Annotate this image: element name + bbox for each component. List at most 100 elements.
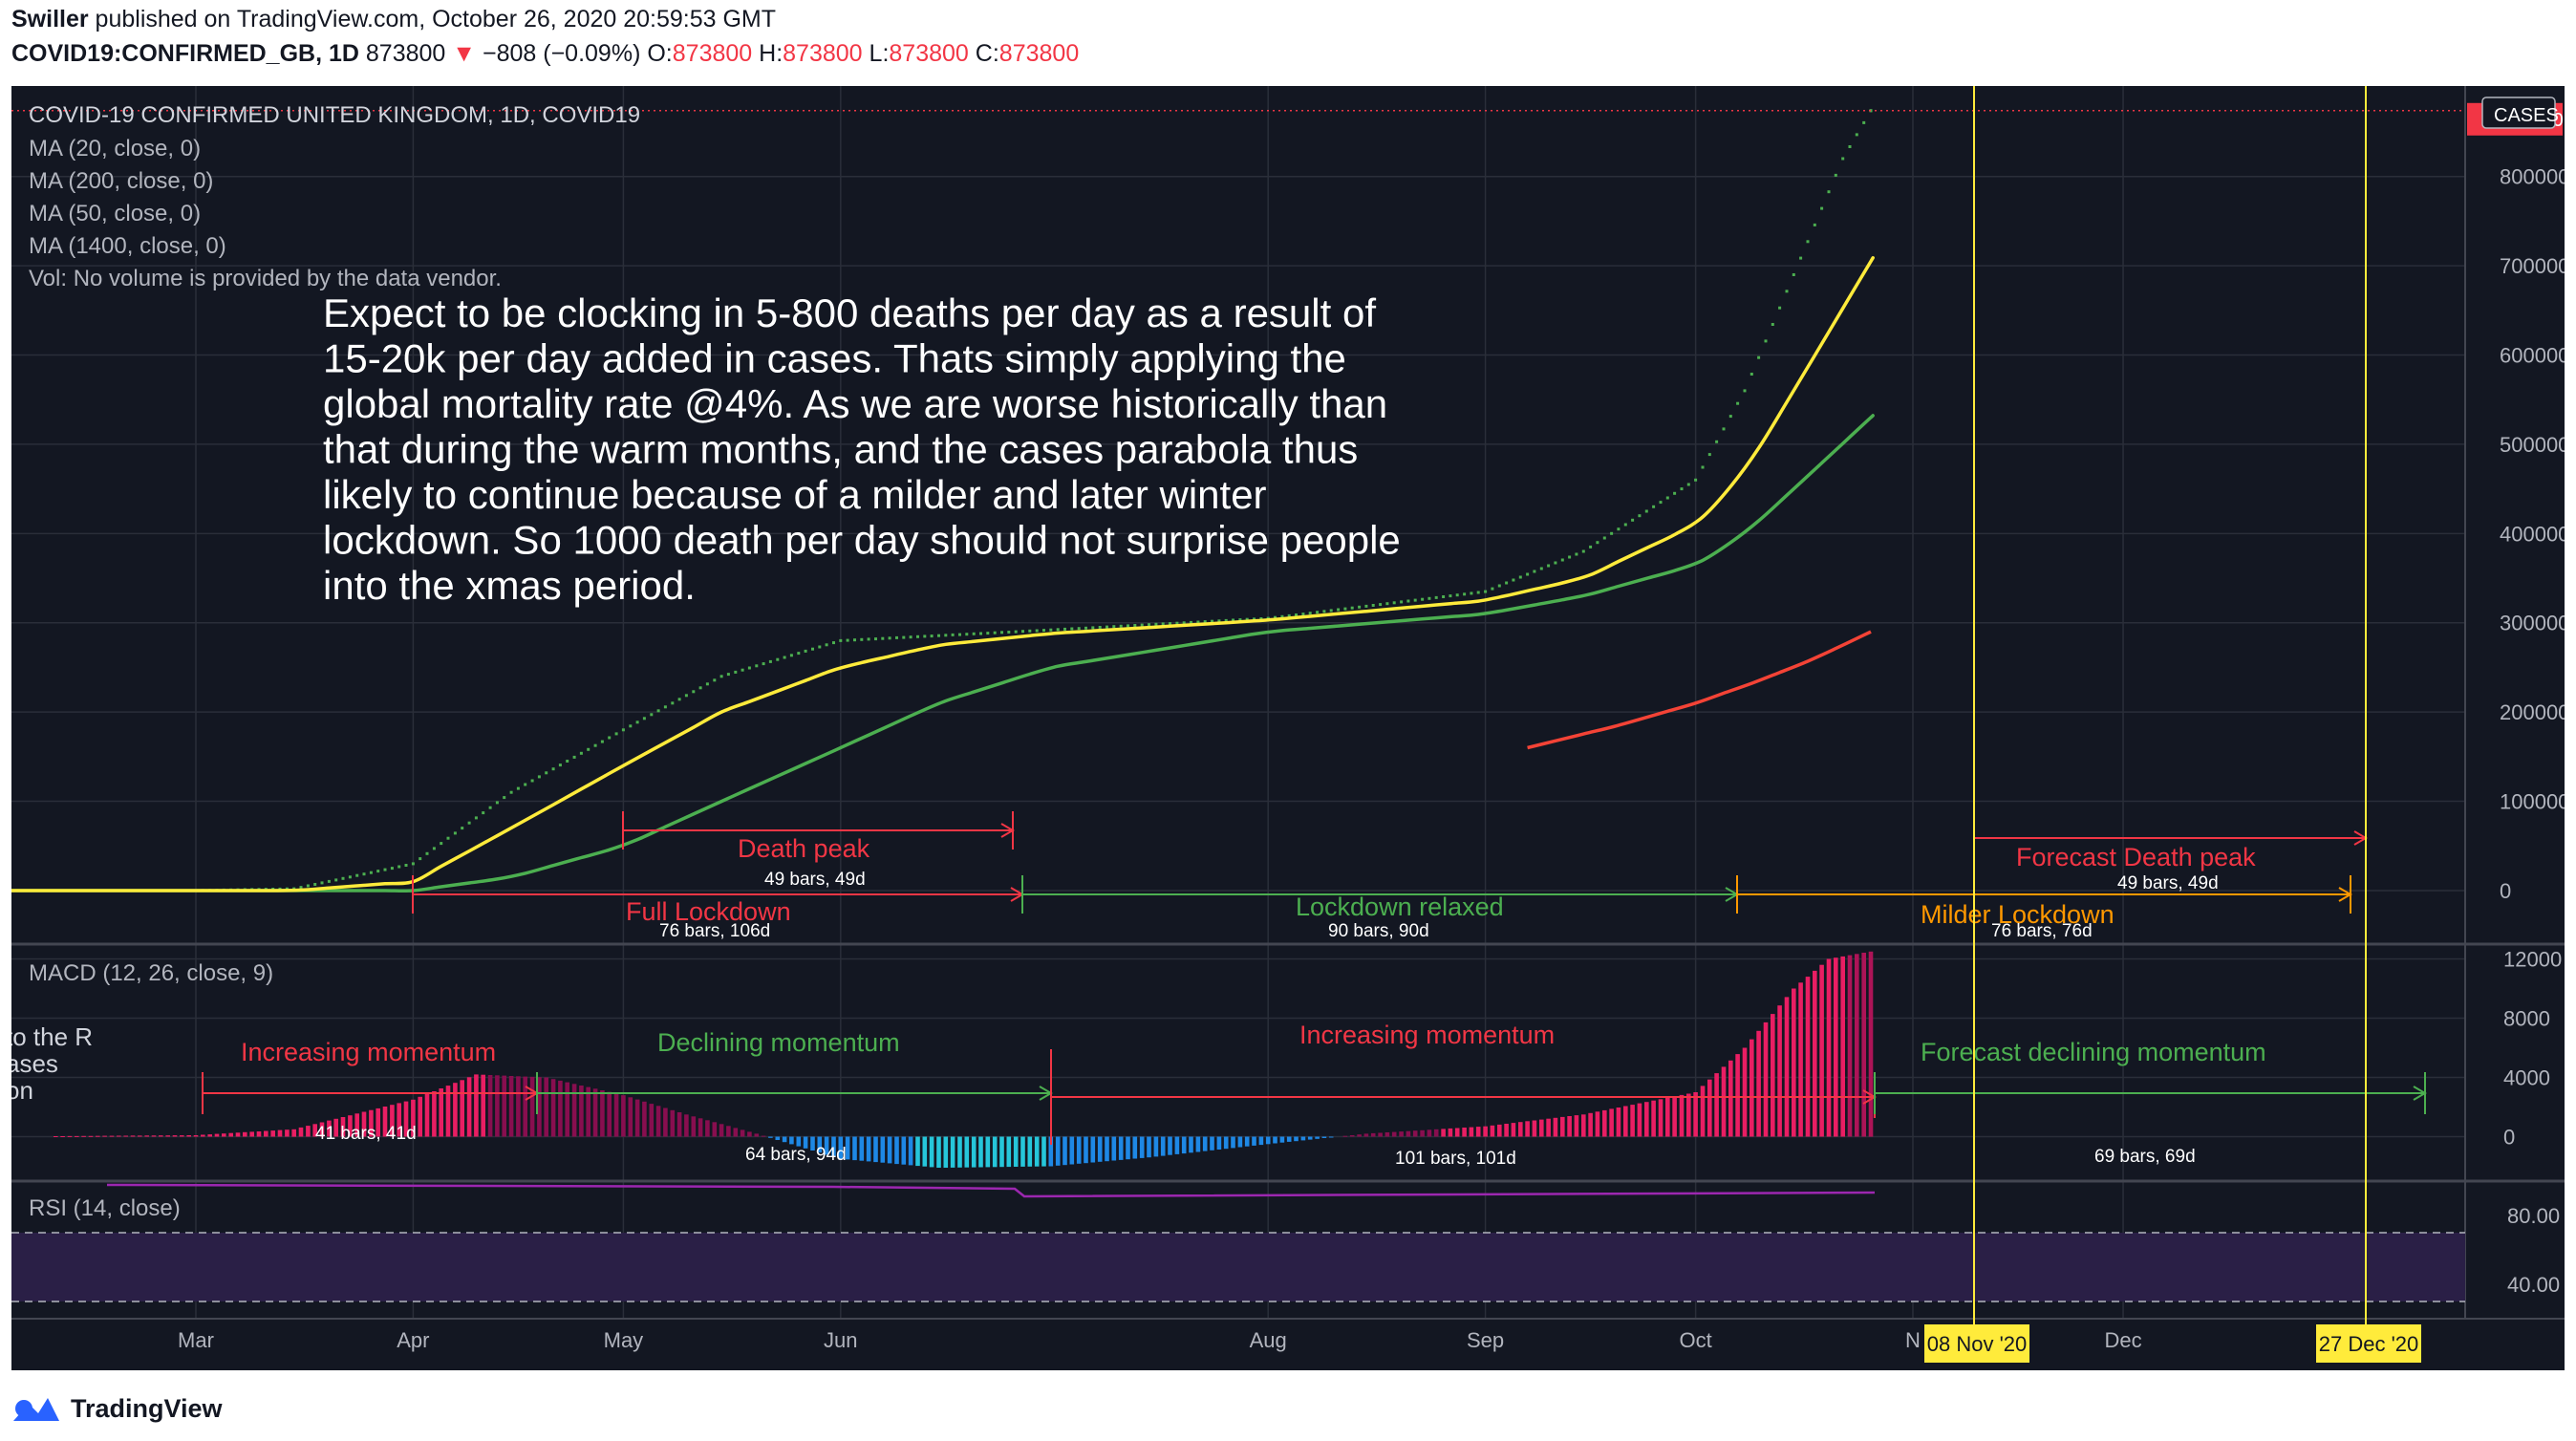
price-point bbox=[656, 709, 660, 713]
macd-bar bbox=[1658, 1099, 1664, 1137]
macd-bar bbox=[228, 1132, 233, 1137]
price-point bbox=[874, 637, 877, 641]
macd-bar bbox=[964, 1136, 970, 1168]
macd-bar bbox=[1546, 1118, 1551, 1137]
price-point bbox=[566, 760, 569, 763]
macd-bar bbox=[775, 1136, 781, 1140]
macd-bar bbox=[1560, 1116, 1565, 1137]
price-point bbox=[572, 755, 576, 759]
macd-bar bbox=[1525, 1121, 1530, 1137]
price-annotation-label: Forecast Death peak bbox=[2016, 843, 2256, 871]
price-point bbox=[698, 686, 702, 690]
macd-bar bbox=[1441, 1129, 1446, 1137]
macd-bar bbox=[180, 1135, 184, 1137]
price-point bbox=[1491, 587, 1494, 591]
macd-bar bbox=[214, 1133, 220, 1137]
price-point bbox=[1505, 581, 1509, 585]
price-point bbox=[1631, 518, 1635, 522]
price-point bbox=[1232, 618, 1234, 622]
macd-bar bbox=[277, 1129, 283, 1137]
macd-bar bbox=[54, 1136, 58, 1137]
macd-bar bbox=[529, 1076, 535, 1137]
macd-bar bbox=[151, 1135, 157, 1137]
price-point bbox=[635, 720, 639, 724]
price-point bbox=[446, 836, 450, 840]
macd-bar bbox=[1294, 1136, 1299, 1142]
price-point bbox=[1280, 614, 1284, 618]
macd-bar bbox=[992, 1136, 998, 1168]
price-point bbox=[986, 632, 990, 635]
open-value: 873800 bbox=[672, 40, 753, 67]
macd-bar bbox=[144, 1135, 149, 1137]
price-point bbox=[1799, 256, 1803, 260]
cases-axis-label: CASES bbox=[2494, 105, 2559, 126]
price-point bbox=[1673, 491, 1677, 495]
macd-bar bbox=[1483, 1126, 1488, 1137]
price-change: −808 (−0.09%) bbox=[483, 40, 641, 67]
macd-bar bbox=[1847, 955, 1853, 1137]
macd-bar bbox=[908, 1136, 913, 1166]
macd-cut-text: to the R bbox=[11, 1022, 93, 1051]
price-point bbox=[1785, 290, 1789, 293]
author-name[interactable]: Swiller bbox=[11, 6, 89, 32]
macd-bar bbox=[1357, 1134, 1362, 1137]
analysis-note-line: lockdown. So 1000 death per day should n… bbox=[323, 518, 1401, 563]
price-point bbox=[1182, 621, 1186, 625]
price-point bbox=[692, 690, 696, 694]
price-point bbox=[1792, 273, 1795, 276]
macd-bar bbox=[866, 1136, 871, 1162]
price-point bbox=[705, 682, 709, 686]
macd-bar bbox=[922, 1136, 928, 1167]
price-point bbox=[1287, 613, 1291, 617]
price-point bbox=[839, 638, 843, 642]
price-point bbox=[1610, 531, 1614, 535]
macd-bar bbox=[1462, 1128, 1467, 1137]
macd-bar bbox=[159, 1135, 163, 1137]
price-point bbox=[419, 857, 422, 861]
tradingview-brand[interactable]: TradingView bbox=[71, 1393, 223, 1423]
macd-bar bbox=[222, 1133, 226, 1137]
chart-canvas[interactable]: Mar Apr May Jun Aug Sep Oct N Dec 0 100000 200000 30… bbox=[11, 86, 2565, 1370]
macd-bar bbox=[298, 1127, 304, 1137]
price-point bbox=[341, 876, 345, 880]
macd-bar bbox=[1174, 1136, 1180, 1154]
macd-bar bbox=[1609, 1108, 1614, 1137]
macd-bar bbox=[81, 1135, 86, 1137]
macd-bar bbox=[1679, 1094, 1685, 1137]
macd-bar bbox=[1027, 1136, 1033, 1167]
price-point bbox=[909, 635, 912, 639]
macd-bar bbox=[880, 1136, 886, 1163]
price-point bbox=[930, 634, 934, 638]
price-point bbox=[1568, 555, 1572, 559]
macd-bar bbox=[312, 1124, 317, 1137]
price-point bbox=[1771, 323, 1774, 326]
price-point bbox=[734, 670, 738, 674]
macd-bar bbox=[1771, 1014, 1775, 1137]
price-point bbox=[1596, 541, 1599, 545]
price-point bbox=[1560, 558, 1564, 562]
macd-bar bbox=[726, 1126, 731, 1137]
macd-bar bbox=[1651, 1100, 1656, 1137]
analysis-note-line: 15-20k per day added in cases. Thats sim… bbox=[323, 336, 1346, 381]
analysis-note-line: Expect to be clocking in 5-800 deaths pe… bbox=[323, 290, 1376, 335]
price-point bbox=[1834, 173, 1837, 177]
price-point bbox=[811, 647, 814, 651]
price-point bbox=[1764, 339, 1768, 343]
chart-frame[interactable]: Mar Apr May Jun Aug Sep Oct N Dec 0 100000 200000 30… bbox=[11, 86, 2565, 1370]
price-annotation-sub: 76 bars, 106d bbox=[659, 921, 770, 941]
price-point bbox=[1329, 609, 1333, 613]
price-point bbox=[306, 884, 310, 888]
price-point bbox=[916, 634, 919, 638]
macd-bar bbox=[235, 1132, 241, 1137]
macd-bar bbox=[285, 1129, 290, 1137]
macd-bar bbox=[1693, 1092, 1698, 1137]
macd-bar bbox=[1279, 1136, 1285, 1143]
price-point bbox=[1169, 622, 1171, 626]
price-point bbox=[713, 678, 717, 682]
macd-bar bbox=[201, 1134, 205, 1137]
price-point bbox=[509, 790, 513, 794]
macd-bar bbox=[901, 1136, 907, 1165]
macd-bar bbox=[985, 1136, 991, 1168]
price-point bbox=[1175, 621, 1179, 625]
price-point bbox=[1694, 478, 1698, 482]
